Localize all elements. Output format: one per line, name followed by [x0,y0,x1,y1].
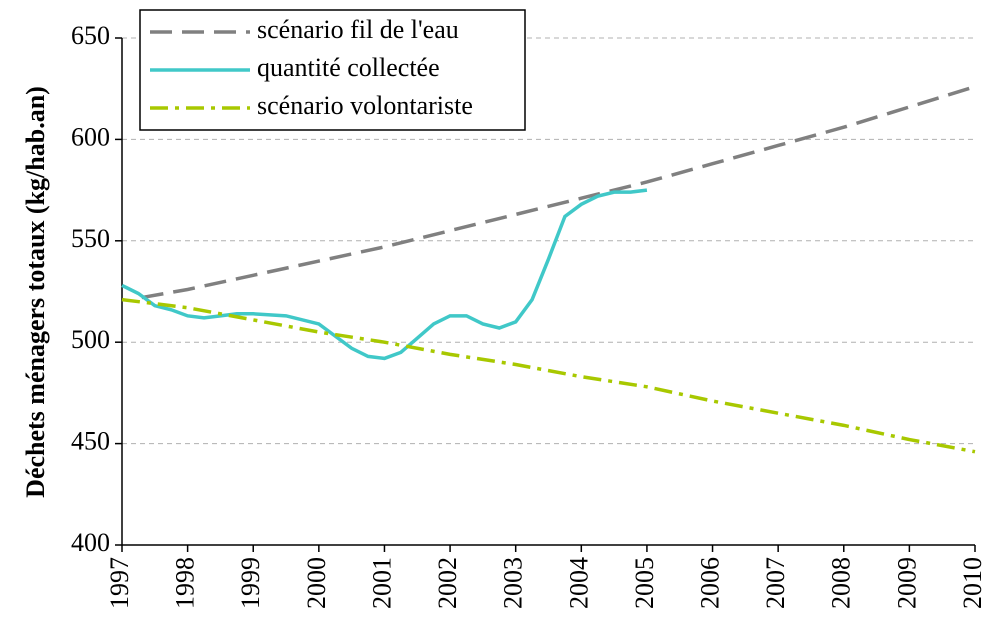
x-tick-label: 2010 [958,557,986,609]
x-tick-label: 2002 [433,557,462,609]
x-tick-label: 2006 [696,557,725,609]
x-tick-label: 1999 [236,557,265,609]
x-tick-label: 2000 [302,557,331,609]
y-tick-label: 550 [71,224,110,253]
y-tick-label: 600 [71,122,110,151]
y-tick-label: 450 [71,427,110,456]
x-tick-label: 2007 [761,557,790,609]
legend-label: scénario fil de l'eau [257,15,459,44]
series-line [121,188,648,361]
x-tick-label: 2004 [564,557,593,609]
x-tick-label: 2003 [499,557,528,609]
x-tick-label: 1997 [105,557,134,609]
series-line [121,297,976,454]
y-tick-label: 650 [71,21,110,50]
x-tick-label: 1998 [171,557,200,609]
y-axis-label: Déchets ménagers totaux (kg/hab.an) [21,86,50,498]
x-tick-label: 2005 [630,557,659,609]
y-tick-label: 500 [71,325,110,354]
legend-label: quantité collectée [257,53,440,82]
x-tick-label: 2008 [827,557,856,609]
y-tick-label: 400 [71,528,110,557]
series-line [141,85,976,300]
x-tick-label: 2009 [892,557,921,609]
x-tick-label: 2001 [367,557,396,609]
legend-label: scénario volontariste [257,91,473,120]
